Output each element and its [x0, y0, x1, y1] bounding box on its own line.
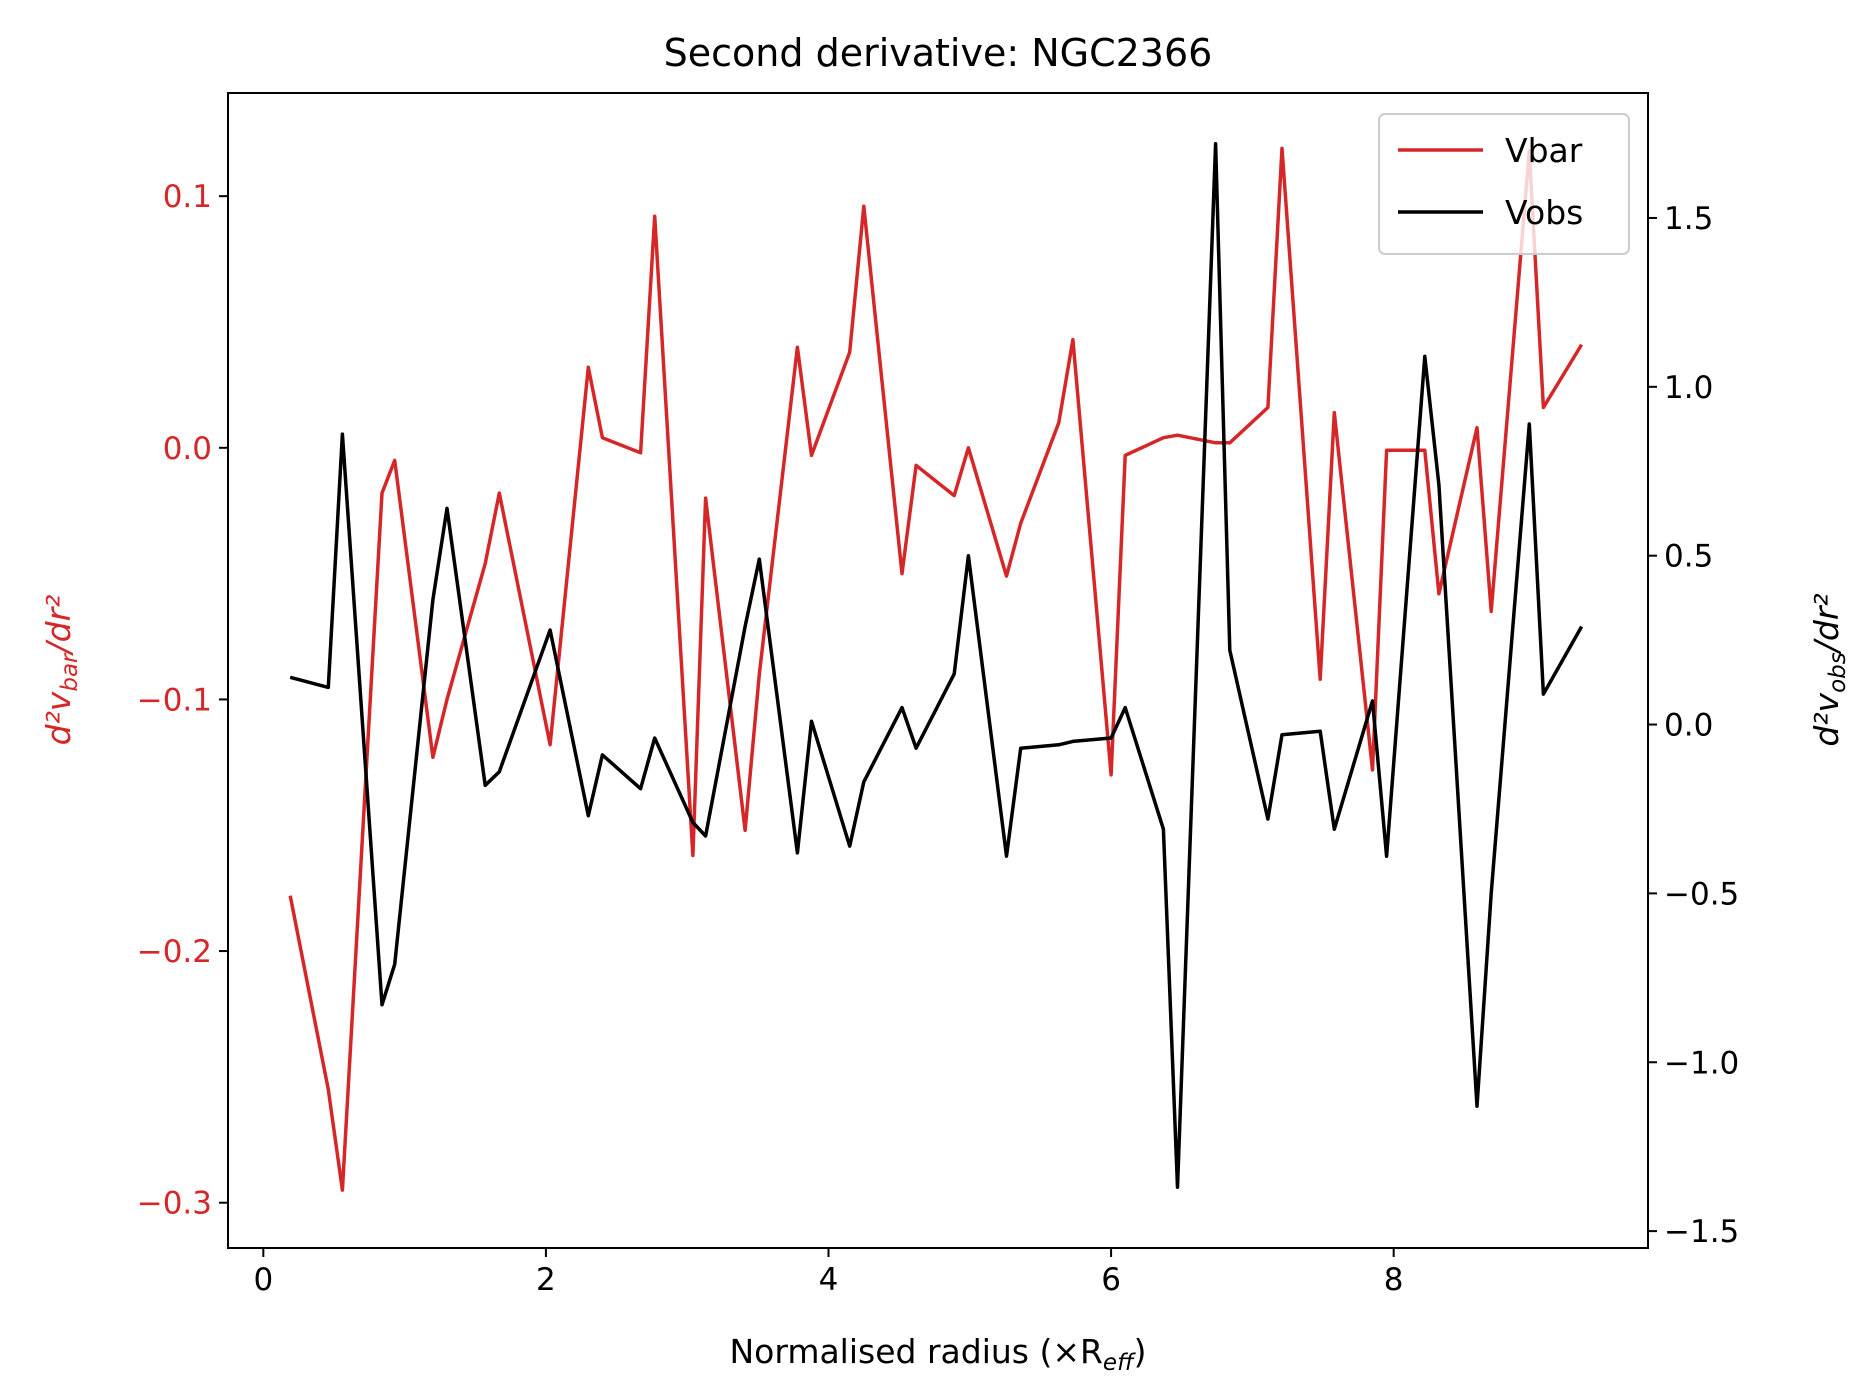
x-axis-label-main: Normalised radius (×R	[729, 1332, 1102, 1371]
y-left-tick-label: −0.1	[137, 682, 212, 718]
x-tick-label: 4	[819, 1262, 839, 1298]
y-axis-right-label: d²vobs/dr²	[1807, 593, 1851, 746]
y-right-tick-label: −1.5	[1664, 1214, 1739, 1250]
y-label-main: d²v	[39, 691, 78, 745]
y-left-tick-label: 0.1	[163, 179, 212, 215]
y-label-subscript: bar	[57, 652, 83, 692]
plot-frame	[227, 92, 1649, 1249]
chart-title: Second derivative: NGC2366	[664, 31, 1213, 75]
series-line-vobs	[289, 141, 1584, 1189]
y-right-tick-label: 0.5	[1664, 539, 1713, 575]
y-right-tick-label: −1.0	[1664, 1045, 1739, 1081]
series-line-vbar	[288, 146, 1584, 1192]
y-axis-right-label-text: d²vobs/dr²	[1807, 593, 1851, 746]
y-left-tick-label: 0.0	[163, 431, 212, 467]
y-left-tick-label: −0.2	[137, 934, 212, 970]
x-axis-label: Normalised radius (×Reff)	[729, 1332, 1146, 1376]
y-right-tick-label: 1.0	[1664, 370, 1713, 406]
y-right-tick-label: 0.0	[1664, 708, 1713, 744]
y-axis-left-label-text: d²vbar/dr²	[39, 595, 83, 746]
x-tick-label: 0	[253, 1262, 273, 1298]
y-label-main: d²v	[1807, 692, 1846, 746]
y-right-tick-label: 1.5	[1664, 201, 1713, 237]
y-right-tick-label: −0.5	[1664, 876, 1739, 912]
y-label-suffix: /dr²	[39, 595, 78, 657]
x-axis-label-subscript: eff	[1103, 1350, 1136, 1376]
series-layer	[288, 141, 1584, 1192]
x-tick-label: 8	[1384, 1262, 1404, 1298]
y-label-suffix: /dr²	[1807, 593, 1846, 655]
x-tick-label: 6	[1101, 1262, 1121, 1298]
legend-label-vobs: Vobs	[1505, 193, 1583, 232]
legend: Vbar Vobs	[1378, 113, 1630, 255]
y-axis-left-label: d²vbar/dr²	[39, 595, 83, 746]
x-axis-label-suffix: )	[1134, 1332, 1147, 1371]
y-left-tick-label: −0.3	[137, 1186, 212, 1222]
tick-layer: 0 2 4 6 8 −0.3 −0.2 −0.1 0.0 0.1 −1.5 −1.0 −0.5 0.0 0.…	[137, 179, 1740, 1298]
y-label-subscript: obs	[1825, 652, 1851, 693]
legend-box	[1378, 113, 1630, 255]
legend-label-vbar: Vbar	[1505, 131, 1583, 170]
x-tick-label: 2	[536, 1262, 556, 1298]
